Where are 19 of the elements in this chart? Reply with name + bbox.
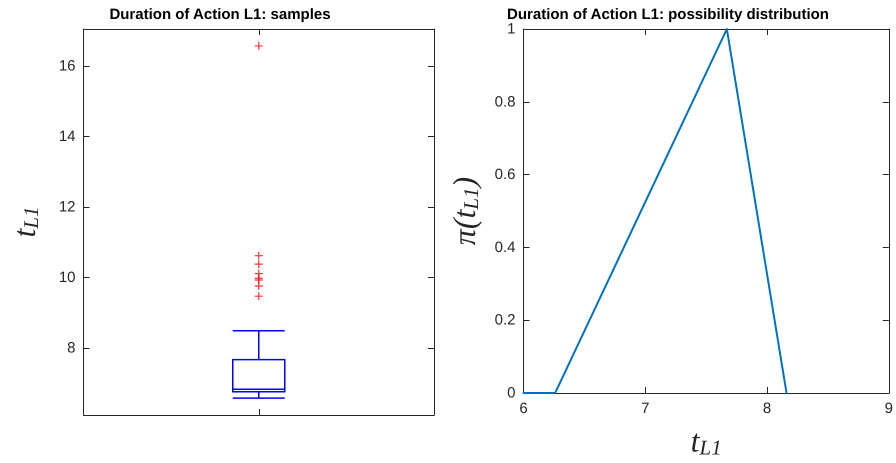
y-tick-label: 0.6 — [494, 166, 516, 184]
y-tick-label: 0.4 — [494, 238, 516, 256]
x-tick-label: 7 — [641, 400, 650, 417]
y-axis-title: tL1 — [6, 206, 43, 238]
chart-title: Duration of Action L1: possibility distribution — [507, 6, 829, 23]
y-tick-label: 0.8 — [494, 93, 516, 110]
y-tick-label: 16 — [58, 58, 76, 75]
y-tick-label: 12 — [58, 198, 76, 216]
y-tick-label: 0.2 — [494, 312, 516, 329]
y-tick-label: 1 — [507, 20, 516, 38]
y-axis-title: π(tL1) — [446, 176, 483, 246]
y-tick-label: 8 — [67, 340, 76, 357]
y-tick-label: 14 — [58, 128, 76, 146]
y-tick-label: 10 — [58, 269, 76, 286]
x-tick-label: 9 — [884, 400, 893, 417]
y-tick-label: 0 — [507, 384, 516, 402]
x-tick-label: 6 — [519, 400, 528, 417]
x-tick-label: 8 — [762, 400, 772, 417]
chart-title: Duration of Action L1: samples — [109, 6, 331, 23]
